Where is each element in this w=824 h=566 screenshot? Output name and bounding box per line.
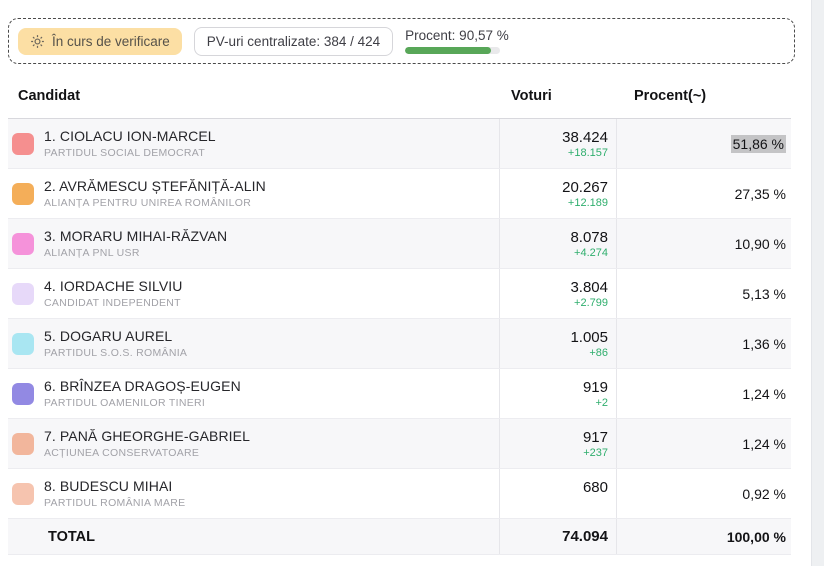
candidate-party: ALIANȚA PENTRU UNIREA ROMÂNILOR xyxy=(44,197,252,209)
percent-value: 1,36 % xyxy=(742,335,786,352)
votes-value: 1.005 xyxy=(570,328,608,346)
percent-value: 10,90 % xyxy=(734,235,786,252)
pv-counter-label: PV-uri centralizate: 384 / 424 xyxy=(206,33,381,49)
candidate-party: PARTIDUL ROMÂNIA MARE xyxy=(44,497,186,509)
candidate-party: ACȚIUNEA CONSERVATOARE xyxy=(44,447,200,459)
table-row[interactable]: 2. AVRĂMESCU ȘTEFĂNIȚĂ-ALIN ALIANȚA PENT… xyxy=(8,169,791,219)
votes-value: 680 xyxy=(582,479,608,496)
percent-value: 1,24 % xyxy=(742,435,786,452)
percent-value: 1,24 % xyxy=(742,385,786,402)
table-row[interactable]: 6. BRÎNZEA DRAGOȘ-EUGEN PARTIDUL OAMENIL… xyxy=(8,369,791,419)
table-row[interactable]: 1. CIOLACU ION-MARCEL PARTIDUL SOCIAL DE… xyxy=(8,119,791,169)
status-badge-label: În curs de verificare xyxy=(52,33,170,49)
votes-delta: +237 xyxy=(583,446,608,459)
candidate-name: 3. MORARU MIHAI-RĂZVAN xyxy=(44,228,228,244)
candidate-party: PARTIDUL S.O.S. ROMÂNIA xyxy=(44,347,188,359)
percent-block: Procent: 90,57 % xyxy=(405,28,509,54)
candidate-color-swatch xyxy=(12,232,34,255)
candidate-name: 2. AVRĂMESCU ȘTEFĂNIȚĂ-ALIN xyxy=(44,178,266,194)
votes-delta: +4.274 xyxy=(574,246,608,259)
candidate-color-swatch xyxy=(12,432,34,455)
candidate-party: CANDIDAT INDEPENDENT xyxy=(44,297,181,309)
votes-delta: +12.189 xyxy=(567,196,608,209)
total-label: TOTAL xyxy=(48,528,95,545)
candidate-name: 4. IORDACHE SILVIU xyxy=(44,278,183,294)
column-header-votes: Voturi xyxy=(511,87,552,104)
candidate-party: ALIANȚA PNL USR xyxy=(44,247,140,259)
total-percent-value: 100,00 % xyxy=(726,528,786,545)
votes-value: 919 xyxy=(582,378,608,396)
verification-status-bar: În curs de verificare PV-uri centralizat… xyxy=(8,18,795,64)
gear-icon xyxy=(31,34,44,48)
table-row[interactable]: 3. MORARU MIHAI-RĂZVAN ALIANȚA PNL USR 8… xyxy=(8,219,791,269)
pv-centralized-counter: PV-uri centralizate: 384 / 424 xyxy=(193,26,394,56)
votes-delta: +86 xyxy=(589,346,608,359)
votes-value: 917 xyxy=(582,428,608,446)
total-row: TOTAL 74.094 100,00 % xyxy=(8,519,791,555)
percent-value: 0,92 % xyxy=(742,485,786,502)
candidate-color-swatch xyxy=(12,332,34,355)
progress-fill xyxy=(405,47,492,54)
results-panel: În curs de verificare PV-uri centralizat… xyxy=(8,18,795,555)
percent-value: 5,13 % xyxy=(742,285,786,302)
votes-delta: +2.799 xyxy=(574,296,608,309)
table-row[interactable]: 7. PANĂ GHEORGHE-GABRIEL ACȚIUNEA CONSER… xyxy=(8,419,791,469)
candidate-color-swatch xyxy=(12,182,34,205)
candidate-name: 6. BRÎNZEA DRAGOȘ-EUGEN xyxy=(44,378,241,394)
column-header-candidate: Candidat xyxy=(18,87,81,104)
status-badge: În curs de verificare xyxy=(18,27,182,55)
total-votes-value: 74.094 xyxy=(562,528,608,545)
votes-value: 20.267 xyxy=(562,178,608,196)
percent-label: Procent: 90,57 % xyxy=(405,28,509,43)
candidate-name: 1. CIOLACU ION-MARCEL xyxy=(44,128,216,144)
candidate-name: 8. BUDESCU MIHAI xyxy=(44,478,173,494)
candidate-name: 5. DOGARU AUREL xyxy=(44,328,173,344)
candidate-party: PARTIDUL OAMENILOR TINERI xyxy=(44,397,206,409)
candidate-color-swatch xyxy=(12,282,34,305)
results-table: Candidat Voturi Procent(~) 1. CIOLACU IO… xyxy=(8,73,791,555)
votes-delta: +2 xyxy=(595,396,608,409)
candidate-party: PARTIDUL SOCIAL DEMOCRAT xyxy=(44,147,206,159)
table-row[interactable]: 8. BUDESCU MIHAI PARTIDUL ROMÂNIA MARE 6… xyxy=(8,469,791,519)
column-header-percent: Procent(~) xyxy=(634,87,707,104)
percent-value: 51,86 % xyxy=(730,134,786,153)
percent-value: 27,35 % xyxy=(734,185,786,202)
candidate-color-swatch xyxy=(12,482,34,505)
candidate-color-swatch xyxy=(12,132,34,155)
votes-value: 8.078 xyxy=(570,228,608,246)
vertical-scrollbar-track[interactable] xyxy=(811,0,824,566)
candidate-color-swatch xyxy=(12,382,34,405)
candidate-name: 7. PANĂ GHEORGHE-GABRIEL xyxy=(44,428,250,444)
progress-bar xyxy=(405,47,501,54)
table-row[interactable]: 5. DOGARU AUREL PARTIDUL S.O.S. ROMÂNIA … xyxy=(8,319,791,369)
votes-delta: +18.157 xyxy=(567,146,608,159)
votes-value: 38.424 xyxy=(562,128,608,146)
table-header-row: Candidat Voturi Procent(~) xyxy=(8,73,791,119)
votes-value: 3.804 xyxy=(570,278,608,296)
table-row[interactable]: 4. IORDACHE SILVIU CANDIDAT INDEPENDENT … xyxy=(8,269,791,319)
